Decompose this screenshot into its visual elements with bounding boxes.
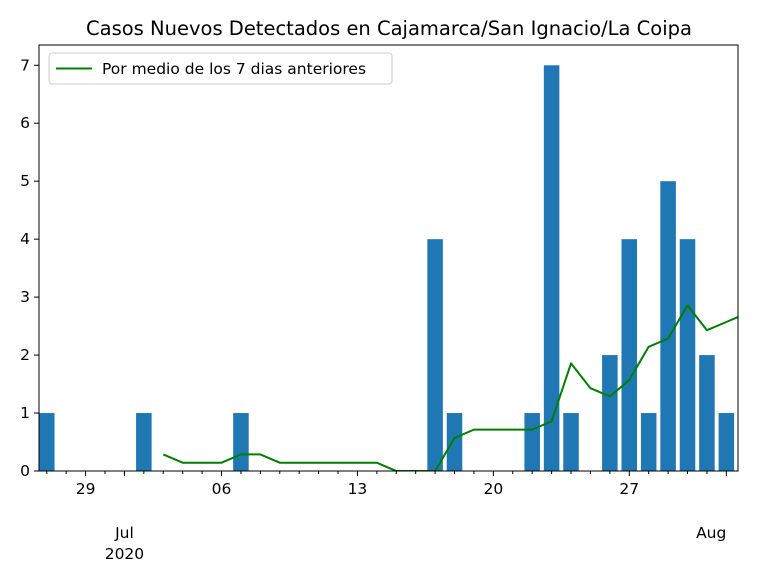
bar (39, 413, 55, 471)
axes-frame (38, 44, 739, 472)
bar (640, 413, 657, 471)
bar (699, 355, 715, 471)
x-month-label: Aug (696, 524, 726, 542)
x-tick-label: 06 (212, 480, 232, 498)
x-year-label: 2020 (105, 545, 144, 563)
y-tick-label: 2 (20, 346, 30, 364)
x-tick-label: 27 (619, 480, 639, 498)
legend-label: Por medio de los 7 dias anteriores (102, 60, 366, 78)
y-tick-label: 4 (20, 230, 30, 248)
bar (524, 413, 540, 471)
legend: Por medio de los 7 dias anteriores (48, 52, 393, 85)
bar (543, 65, 560, 471)
y-tick-label: 7 (20, 56, 30, 74)
x-tick-label: 29 (76, 480, 96, 498)
axes-layer: 0 1 2 3 4 5 6 7 29 06 13 20 27 Jul 2020 Aug (20, 44, 739, 563)
legend-box (48, 52, 393, 85)
bar (621, 239, 638, 471)
bar (233, 413, 249, 471)
y-tick-label: 5 (20, 172, 30, 190)
bar (679, 239, 696, 471)
bar (563, 413, 579, 471)
x-tick-label: 20 (483, 480, 503, 498)
bars-layer (39, 65, 735, 471)
y-tick-label: 1 (20, 404, 30, 422)
moving-average-line (162, 304, 738, 471)
x-tick-label: 13 (348, 480, 368, 498)
x-month-label: Jul (114, 524, 134, 542)
bar (660, 181, 676, 471)
y-tick-label: 0 (20, 462, 30, 480)
bar (718, 413, 735, 471)
bar (602, 355, 618, 471)
chart-title: Casos Nuevos Detectados en Cajamarca/San… (86, 17, 692, 40)
bar (136, 413, 152, 471)
bar (427, 239, 443, 471)
y-tick-label: 6 (20, 114, 30, 132)
y-tick-label: 3 (20, 288, 30, 306)
bar (446, 413, 463, 471)
line-layer (162, 304, 738, 471)
